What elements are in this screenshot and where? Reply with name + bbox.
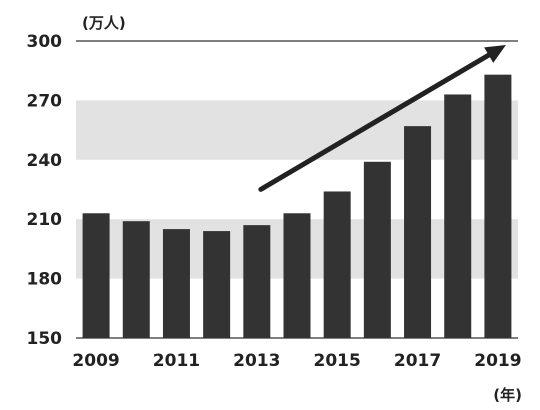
x-tick-label-2013: 2013	[233, 351, 280, 371]
x-tick-label-2011: 2011	[153, 351, 200, 371]
x-tick-label-2015: 2015	[314, 351, 361, 371]
bar-2015	[323, 191, 351, 338]
x-axis-unit-label: (年)	[493, 386, 522, 404]
bar-2017	[404, 126, 432, 338]
bar-2019	[484, 74, 512, 338]
bar-2009	[82, 213, 110, 338]
y-tick-label-240: 240	[27, 151, 63, 171]
y-tick-label-210: 210	[27, 210, 63, 230]
x-axis: 2009 2011 2013 2015 2017 2019	[72, 351, 521, 371]
bars	[82, 74, 512, 339]
y-tick-label-180: 180	[27, 270, 63, 290]
bar-2018	[444, 94, 472, 339]
y-axis-unit-label: (万人)	[82, 14, 126, 32]
trend-arrow-head	[484, 44, 506, 63]
bar-2012	[203, 231, 231, 338]
x-tick-label-2017: 2017	[394, 351, 441, 371]
x-tick-label-2019: 2019	[474, 351, 521, 371]
bar-2010	[122, 221, 150, 338]
bar-2016	[363, 161, 391, 338]
trend-arrow	[258, 44, 506, 192]
bar-2014	[283, 213, 311, 338]
trend-arrow-shaft	[258, 52, 492, 192]
y-tick-label-150: 150	[27, 329, 63, 349]
y-tick-label-300: 300	[27, 32, 63, 52]
bar-2011	[162, 229, 190, 338]
bar-2013	[243, 225, 271, 338]
y-tick-label-270: 270	[27, 91, 63, 111]
x-tick-label-2009: 2009	[72, 351, 119, 371]
